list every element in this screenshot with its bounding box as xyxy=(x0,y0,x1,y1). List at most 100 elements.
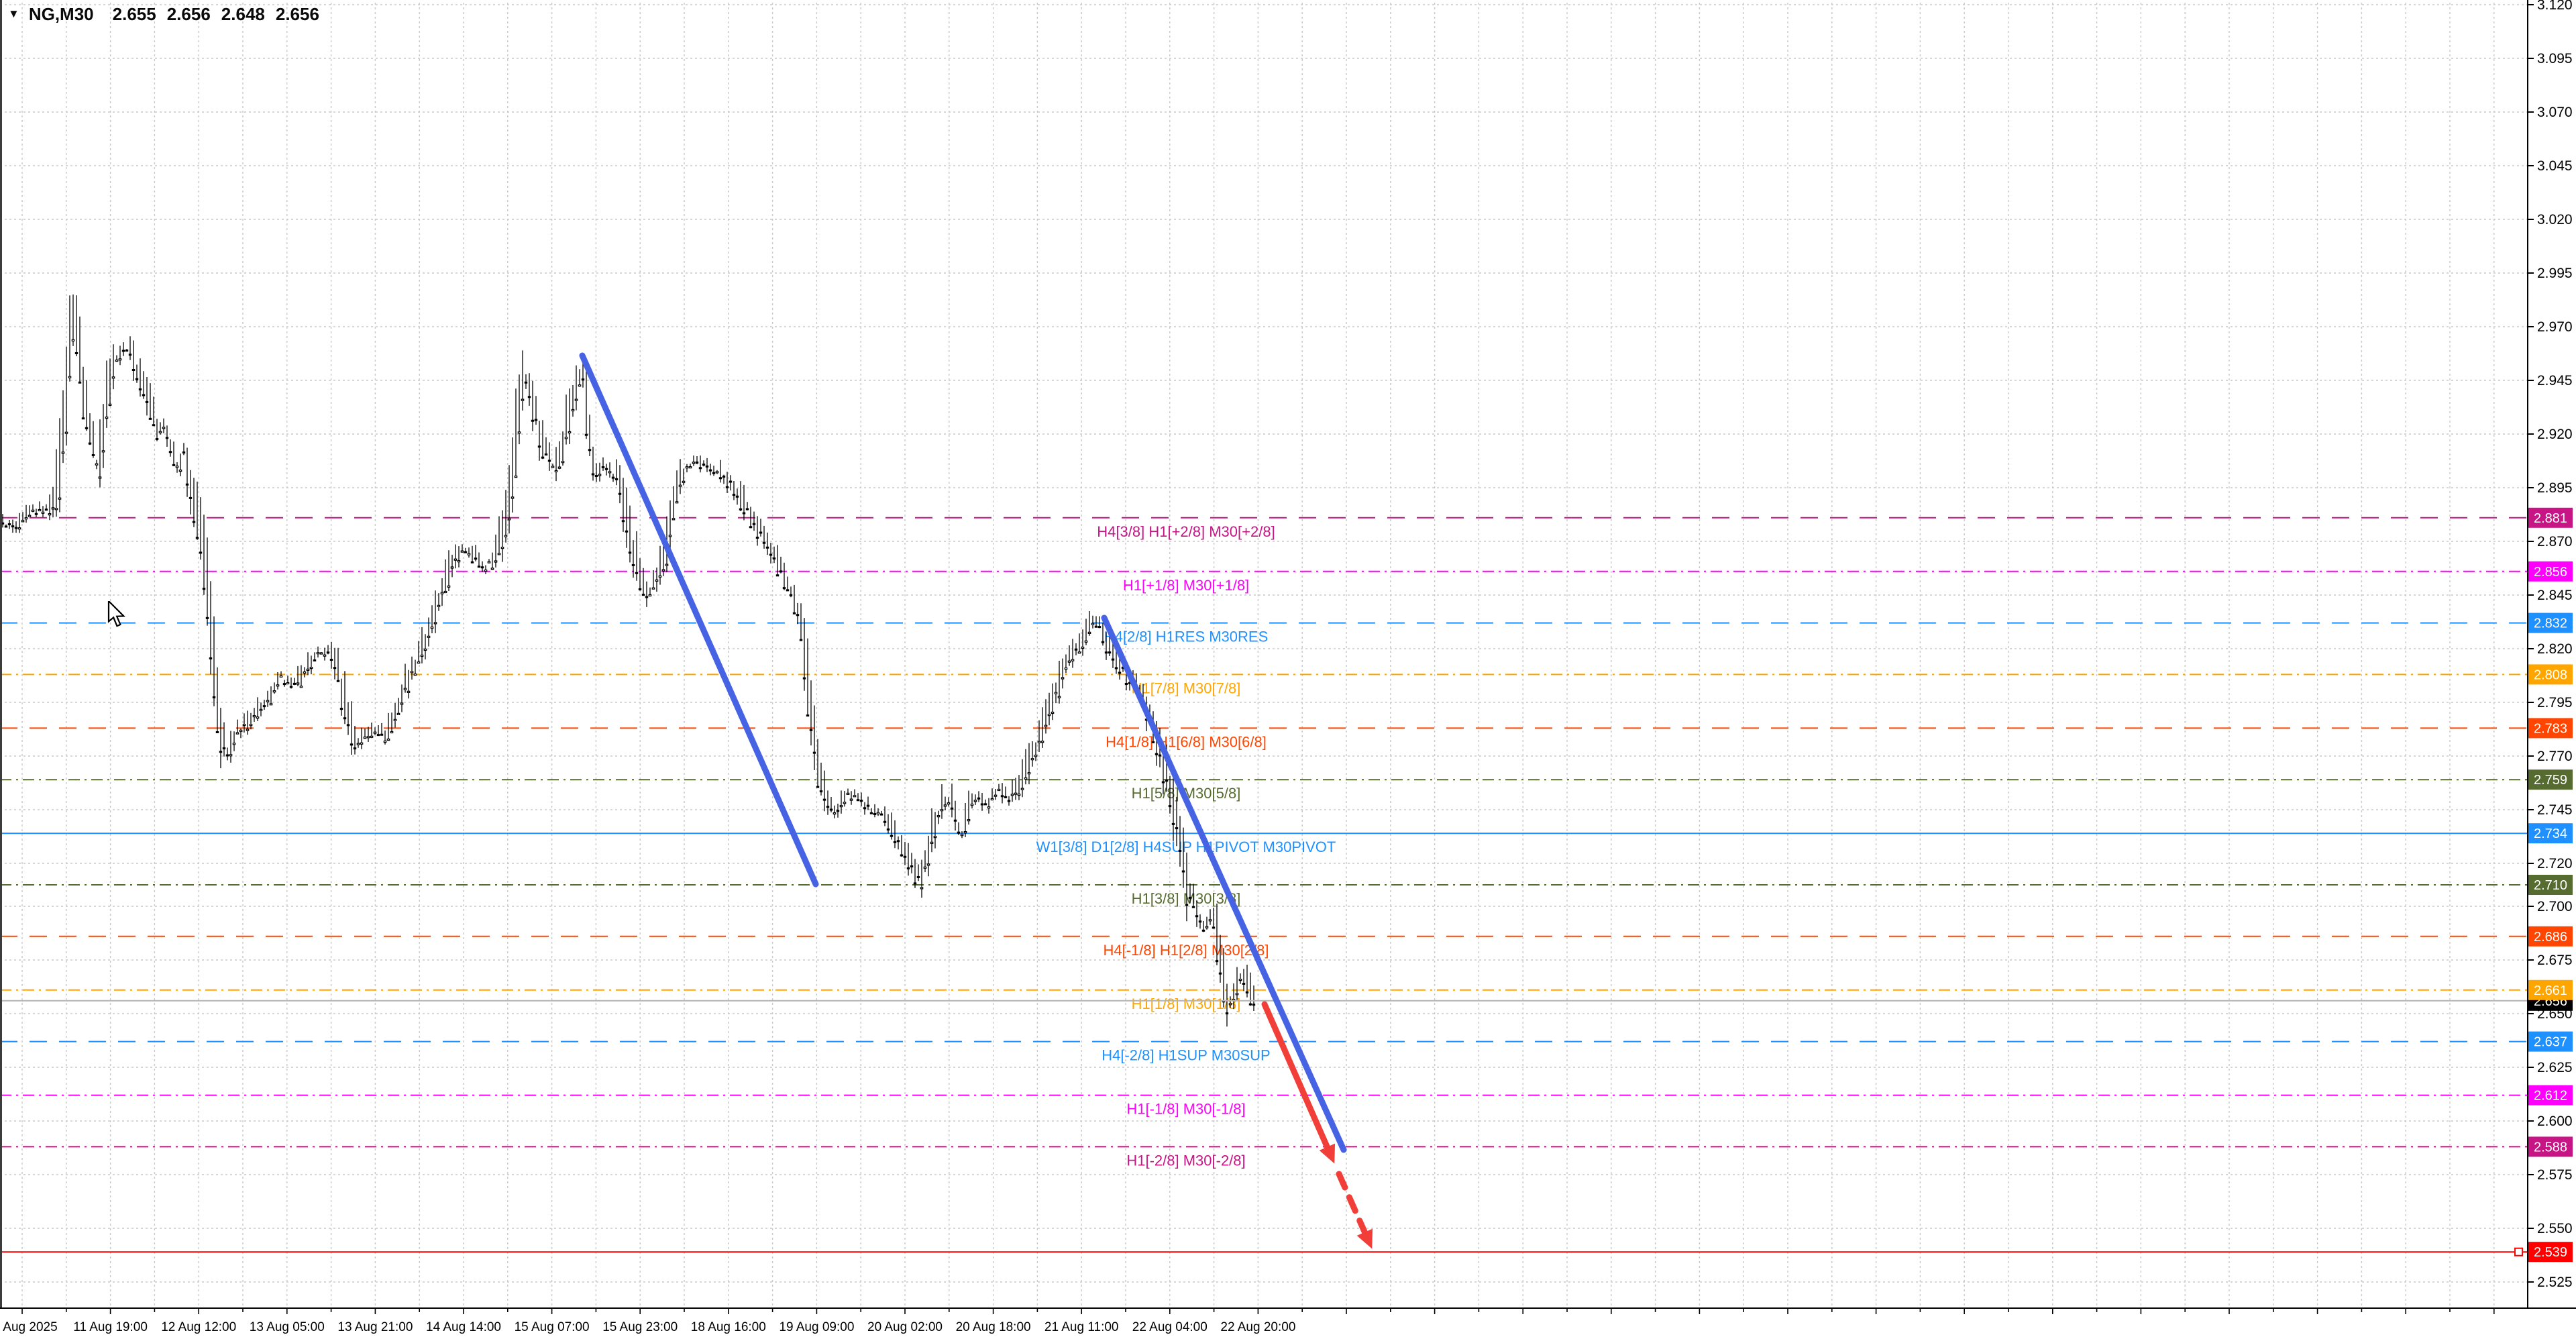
time-axis-label: 15 Aug 23:00 xyxy=(602,1320,678,1334)
blue-trendline-1[interactable] xyxy=(579,352,819,888)
price-badge-label: 2.856 xyxy=(2534,565,2567,580)
price-tick-label: 2.795 xyxy=(2537,695,2573,710)
price-badge xyxy=(2528,1242,2573,1263)
price-tick-label: 2.625 xyxy=(2537,1060,2573,1075)
time-axis-label: 13 Aug 21:00 xyxy=(337,1320,413,1334)
trend-arrowhead[interactable] xyxy=(1319,1143,1336,1164)
price-tick-label: 3.020 xyxy=(2537,212,2573,227)
time-axis-label: 12 Aug 12:00 xyxy=(161,1320,236,1334)
price-badge-label: 2.808 xyxy=(2534,667,2567,682)
price-badge xyxy=(2528,769,2573,790)
time-axis-label: 22 Aug 20:00 xyxy=(1220,1320,1295,1334)
grid-layer xyxy=(0,3,2528,1308)
price-badge-label: 2.686 xyxy=(2534,930,2567,945)
price-tick-label: 2.770 xyxy=(2537,749,2573,764)
price-badge xyxy=(2528,507,2573,528)
price-tick-label: 2.720 xyxy=(2537,856,2573,871)
pivot-label: H4[1/8] H1[6/8] M30[6/8] xyxy=(1106,733,1267,750)
price-axis[interactable]: 3.120 3.095 3.070 3.045 3.020 2.995 2.970 2.945… xyxy=(2528,0,2573,1290)
time-axis-label: 21 Aug 11:00 xyxy=(1044,1320,1119,1334)
price-tick-label: 3.070 xyxy=(2537,105,2573,120)
price-badge xyxy=(2528,926,2573,947)
price-badge xyxy=(2528,664,2573,685)
price-tick-label: 2.845 xyxy=(2537,588,2573,603)
symbol-dropdown-icon[interactable]: ▼ xyxy=(8,7,19,20)
bear-candle-bodies xyxy=(1,350,1256,1015)
price-badge-label: 2.710 xyxy=(2534,878,2567,893)
pivot-label: H4[2/8] H1RES M30RES xyxy=(1104,629,1269,645)
quote-high: 2.656 xyxy=(166,4,211,24)
red-arrow-solid[interactable] xyxy=(1261,1001,1333,1156)
time-axis-label: 22 Aug 04:00 xyxy=(1132,1320,1208,1334)
price-badge-label: 2.588 xyxy=(2534,1140,2567,1155)
price-badge-label: 2.832 xyxy=(2534,617,2567,631)
price-tick-label: 3.045 xyxy=(2537,158,2573,174)
price-badge-label: 2.734 xyxy=(2534,826,2567,841)
pivot-label: H1[7/8] M30[7/8] xyxy=(1132,680,1241,696)
blue-trendline-2[interactable] xyxy=(1101,614,1347,1153)
price-badge xyxy=(2528,1031,2573,1052)
price-tick-label: 2.920 xyxy=(2537,427,2573,442)
price-badge xyxy=(2528,561,2573,582)
trend-arrowhead[interactable] xyxy=(1356,1228,1373,1249)
time-axis[interactable]: 11 Aug 2025 11 Aug 19:00 12 Aug 12:00 13 Au… xyxy=(0,1308,2495,1334)
price-tick-label: 2.995 xyxy=(2537,266,2573,281)
price-tick-label: 2.945 xyxy=(2537,373,2573,388)
price-tick-label: 2.525 xyxy=(2537,1275,2573,1290)
time-axis-label: 14 Aug 14:00 xyxy=(426,1320,501,1334)
quote-low: 2.648 xyxy=(221,4,265,24)
price-badge-label: 2.759 xyxy=(2534,773,2567,788)
price-tick-label: 2.600 xyxy=(2537,1114,2573,1129)
price-badge xyxy=(2528,979,2573,1000)
bull-candle-bodies xyxy=(17,339,1242,1006)
price-badges: 2.6562.8812.8562.8322.8082.7832.7592.734… xyxy=(2528,507,2573,1263)
time-axis-label: 19 Aug 09:00 xyxy=(779,1320,854,1334)
pivot-label: H4[3/8] H1[+2/8] M30[+2/8] xyxy=(1097,523,1275,540)
price-badge-label: 2.661 xyxy=(2534,983,2567,998)
price-tick-label: 2.870 xyxy=(2537,534,2573,549)
price-badge xyxy=(2528,875,2573,895)
quote-close: 2.656 xyxy=(275,4,319,24)
price-tick-label: 2.970 xyxy=(2537,319,2573,335)
price-tick-label: 2.820 xyxy=(2537,641,2573,657)
candles-layer xyxy=(1,294,1256,1027)
time-axis-label: 20 Aug 02:00 xyxy=(867,1320,943,1334)
price-tick-label: 2.745 xyxy=(2537,802,2573,818)
quote-open: 2.655 xyxy=(112,4,156,24)
price-badge-label: 2.881 xyxy=(2534,511,2567,526)
price-tick-label: 2.895 xyxy=(2537,480,2573,496)
price-tick-label: 2.675 xyxy=(2537,953,2573,968)
pivot-label: H1[1/8] M30[1/8] xyxy=(1132,996,1241,1012)
time-axis-label: 15 Aug 07:00 xyxy=(515,1320,590,1334)
price-badge xyxy=(2528,823,2573,844)
pivot-label: H4[-2/8] H1SUP M30SUP xyxy=(1102,1047,1270,1064)
symbol-timeframe-label[interactable]: NG,M30 xyxy=(28,4,94,24)
price-badge xyxy=(2528,1136,2573,1157)
pivot-levels-layer: H4[3/8] H1[+2/8] M30[+2/8] H1[+1/8] M30[+… xyxy=(0,517,2528,1169)
price-badge xyxy=(2528,612,2573,633)
price-badge-label: 2.539 xyxy=(2534,1245,2567,1260)
pivot-label: H1[-2/8] M30[-2/8] xyxy=(1126,1152,1245,1169)
pivot-label: W1[3/8] D1[2/8] H4SUP H1PIVOT M30PIVOT xyxy=(1036,839,1336,855)
time-axis-label: 20 Aug 18:00 xyxy=(956,1320,1031,1334)
red-arrow-dashed[interactable] xyxy=(1336,1171,1371,1241)
price-badge xyxy=(2528,718,2573,739)
time-axis-label: 18 Aug 16:00 xyxy=(691,1320,766,1334)
price-tick-label: 2.550 xyxy=(2537,1221,2573,1236)
line-handle[interactable] xyxy=(2514,1247,2523,1256)
price-badge-label: 2.783 xyxy=(2534,721,2567,736)
price-badge xyxy=(2528,1085,2573,1106)
time-axis-label: 13 Aug 05:00 xyxy=(250,1320,325,1334)
price-badge-label: 2.637 xyxy=(2534,1035,2567,1050)
mouse-cursor-icon xyxy=(107,601,125,627)
price-tick-label: 3.095 xyxy=(2537,51,2573,66)
pivot-label: H1[-1/8] M30[-1/8] xyxy=(1126,1101,1245,1118)
price-tick-label: 2.575 xyxy=(2537,1167,2573,1183)
pivot-label: H4[-1/8] H1[2/8] M30[2/8] xyxy=(1103,942,1269,959)
pivot-label: H1[+1/8] M30[+1/8] xyxy=(1123,577,1249,594)
time-axis-label: 11 Aug 2025 xyxy=(0,1320,58,1334)
price-badge-label: 2.612 xyxy=(2534,1089,2567,1104)
chart-plot-area[interactable] xyxy=(0,0,2528,1308)
